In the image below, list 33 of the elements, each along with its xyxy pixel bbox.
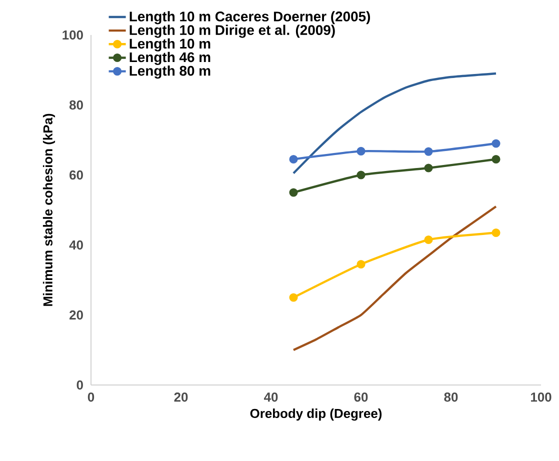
legend-label: Length 10 m Dirige et al. (2009) <box>130 24 335 38</box>
point <box>289 188 298 197</box>
x-tick-label: 60 <box>354 392 368 402</box>
x-axis-title: Orebody dip (Degree) <box>250 408 382 421</box>
y-tick-label: 40 <box>69 240 83 250</box>
point <box>356 170 366 180</box>
point <box>289 293 298 302</box>
x-tick-label: 20 <box>174 392 188 402</box>
line-series <box>292 205 498 352</box>
point <box>424 147 433 156</box>
legend-label: Length 46 m <box>130 52 210 65</box>
point <box>424 164 433 172</box>
legend-label: Length 80 m <box>130 66 210 79</box>
legend-label: Length 10 m Caceres Doerner (2005) <box>130 11 370 24</box>
point <box>356 260 366 269</box>
x-tick-label: 100 <box>531 392 552 402</box>
y-tick-label: 60 <box>70 170 83 180</box>
y-tick-label: 20 <box>70 310 83 320</box>
point <box>492 154 500 164</box>
y-axis-title: Minimum stable cohesion (kPa) <box>42 114 56 306</box>
x-tick-label: 80 <box>444 392 458 402</box>
x-tick-label: 0 <box>88 392 94 402</box>
y-tick-label: 80 <box>69 100 83 110</box>
point <box>492 139 500 148</box>
point <box>289 154 298 164</box>
point <box>492 228 500 238</box>
point <box>424 235 433 244</box>
y-tick-label: 100 <box>62 30 83 40</box>
line-series <box>292 72 498 174</box>
legend-label: Length 10 m <box>130 38 210 52</box>
y-tick-label: 0 <box>76 380 83 390</box>
point <box>356 146 366 156</box>
x-tick-label: 40 <box>264 392 278 402</box>
